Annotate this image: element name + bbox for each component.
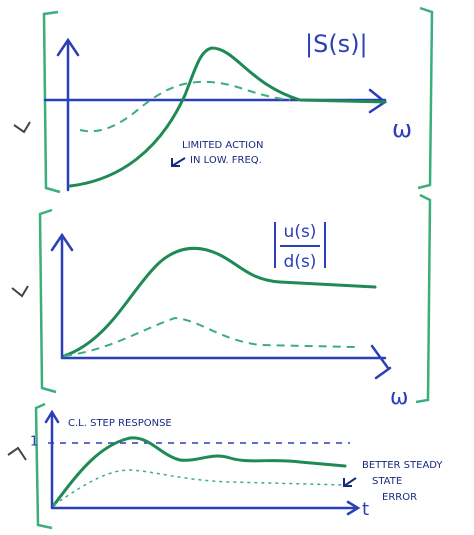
bracket (36, 404, 52, 528)
annotation: IN LOW. FREQ. (190, 155, 262, 166)
annotation: BETTER STEADY (362, 460, 443, 471)
annotation: ERROR (382, 492, 417, 503)
arrow (344, 478, 356, 486)
x-label: t (362, 499, 369, 520)
annotation: STATE (372, 476, 402, 487)
x-label: ω (392, 115, 412, 143)
panel-2: u(s) d(s) ω (12, 195, 430, 410)
arrow (172, 158, 185, 166)
bracket (416, 195, 430, 402)
title-denominator: d(s) (284, 252, 317, 272)
title: C.L. STEP RESPONSE (68, 418, 172, 429)
bracket (44, 12, 60, 192)
title-numerator: u(s) (284, 222, 317, 242)
curve-dotted (54, 470, 345, 505)
y-tick: 1 (30, 435, 38, 450)
mark (14, 122, 30, 132)
curve-dashed (80, 82, 290, 132)
curve (64, 248, 375, 356)
bracket (418, 8, 432, 188)
panel-1: |S(s)| ω LIMITED ACTION IN LOW. FREQ. (14, 8, 432, 192)
bracket (40, 210, 56, 392)
panel-3: C.L. STEP RESPONSE 1 t BETTER STEADY STA… (8, 404, 443, 528)
annotation: LIMITED ACTION (182, 140, 263, 151)
sketch: |S(s)| ω LIMITED ACTION IN LOW. FREQ. u(… (0, 0, 474, 535)
axes (45, 40, 385, 190)
curve (54, 438, 345, 505)
x-label: ω (390, 385, 408, 410)
mark (12, 286, 28, 296)
title: |S(s)| (305, 30, 368, 58)
mark (8, 448, 26, 460)
